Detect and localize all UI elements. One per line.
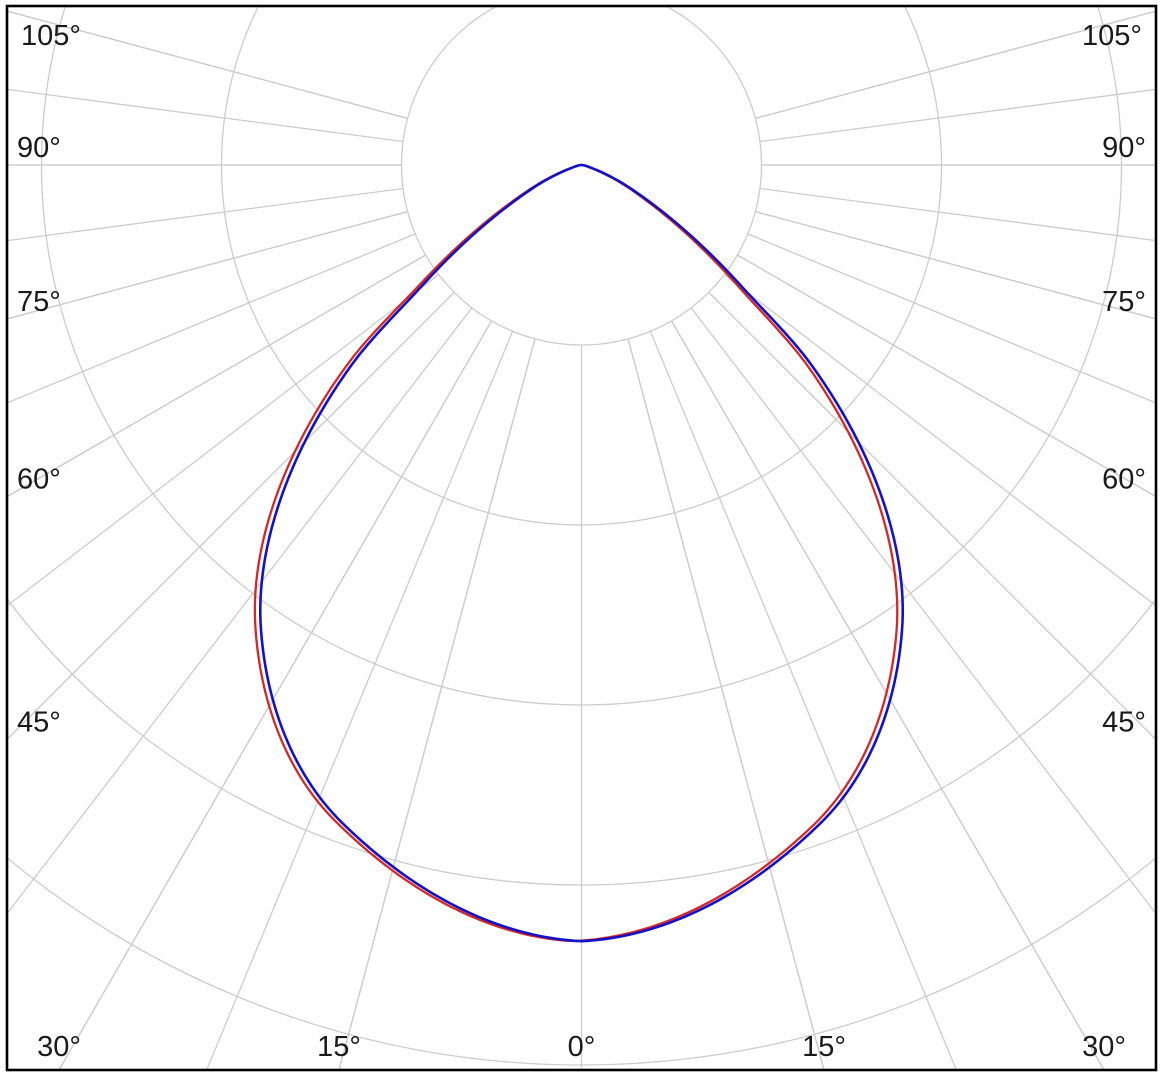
svg-text:60°: 60° bbox=[17, 464, 61, 496]
svg-text:30°: 30° bbox=[1082, 1031, 1126, 1063]
svg-text:30°: 30° bbox=[37, 1031, 81, 1063]
svg-text:75°: 75° bbox=[17, 286, 61, 318]
svg-text:75°: 75° bbox=[1102, 286, 1146, 318]
svg-text:60°: 60° bbox=[1102, 464, 1146, 496]
svg-text:0°: 0° bbox=[568, 1031, 596, 1063]
svg-text:90°: 90° bbox=[1102, 132, 1146, 164]
svg-text:45°: 45° bbox=[17, 707, 61, 739]
svg-text:105°: 105° bbox=[21, 20, 81, 52]
svg-text:90°: 90° bbox=[17, 132, 61, 164]
svg-text:15°: 15° bbox=[802, 1031, 846, 1063]
svg-text:15°: 15° bbox=[317, 1031, 361, 1063]
svg-text:105°: 105° bbox=[1082, 20, 1142, 52]
svg-text:45°: 45° bbox=[1102, 707, 1146, 739]
